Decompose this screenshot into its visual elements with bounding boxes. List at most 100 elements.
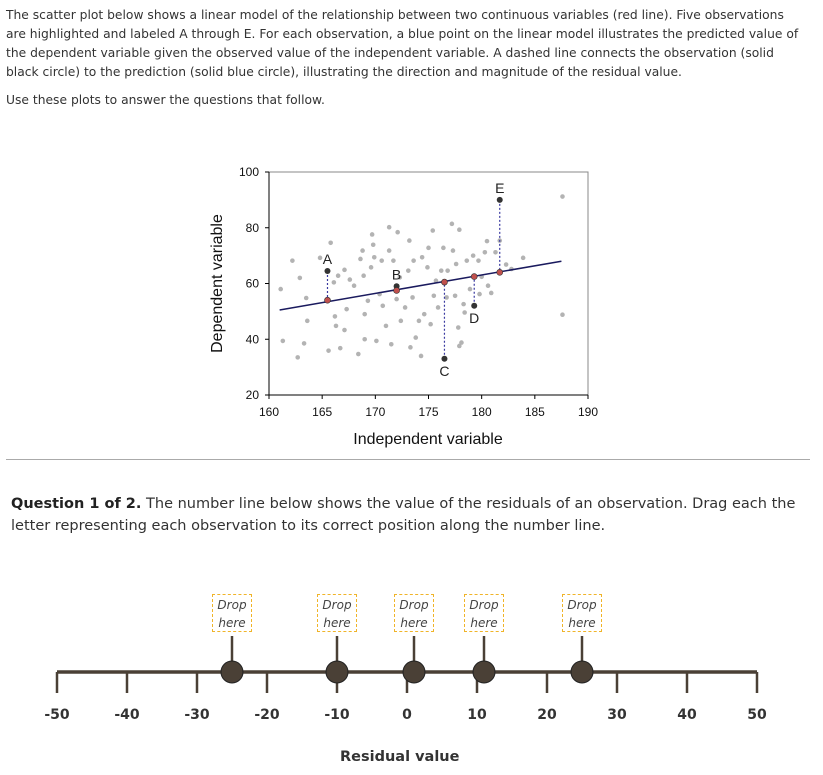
drop-label: here xyxy=(323,616,351,630)
data-point xyxy=(402,305,408,310)
data-point xyxy=(342,327,347,333)
data-point xyxy=(380,303,386,309)
y-tick-label: 40 xyxy=(246,332,260,346)
drop-label: here xyxy=(218,616,246,630)
data-point xyxy=(365,298,371,304)
data-point xyxy=(347,277,353,282)
number-line-tick-label: -10 xyxy=(324,707,350,723)
x-tick-label: 180 xyxy=(472,405,492,419)
data-point xyxy=(394,296,399,302)
drop-label: Drop xyxy=(567,598,597,612)
x-tick-label: 175 xyxy=(418,405,438,419)
y-tick-label: 20 xyxy=(246,388,260,402)
data-point xyxy=(395,229,400,235)
data-point xyxy=(328,240,333,246)
drop-target-4[interactable]: Drop here xyxy=(464,594,504,632)
drop-label: Drop xyxy=(322,598,352,612)
drop-slot-marker xyxy=(402,660,426,684)
data-point xyxy=(413,335,419,340)
data-point xyxy=(419,254,425,260)
intro-paragraph: The scatter plot below shows a linear mo… xyxy=(6,8,799,79)
data-point xyxy=(362,336,368,342)
data-point xyxy=(362,311,368,317)
point-label: B xyxy=(392,266,401,282)
drop-slot-marker xyxy=(220,660,244,684)
data-point xyxy=(455,325,461,330)
instructions: The scatter plot below shows a linear mo… xyxy=(6,6,806,119)
data-point xyxy=(304,318,310,324)
scatter-plot: 20 40 60 80 100 160 165 170 175 180 185 190 Independ… xyxy=(209,165,598,448)
data-point xyxy=(441,245,446,251)
data-point xyxy=(333,323,339,329)
x-tick-label: 165 xyxy=(312,405,332,419)
point-label: C xyxy=(439,363,449,379)
predicted-point xyxy=(441,278,448,286)
drop-label: here xyxy=(568,616,596,630)
drop-target-5[interactable]: Drop here xyxy=(562,594,602,632)
data-point xyxy=(430,228,436,233)
data-point xyxy=(383,323,389,329)
question-number: Question 1 of 2. xyxy=(11,496,142,512)
observed-point xyxy=(471,302,478,309)
data-point xyxy=(326,348,331,353)
data-point xyxy=(356,351,361,357)
data-point xyxy=(280,338,286,344)
data-point xyxy=(421,311,427,317)
y-axis-title: Dependent variable xyxy=(209,214,226,353)
data-point xyxy=(457,227,462,233)
x-axis-title: Independent variable xyxy=(353,431,503,448)
data-point xyxy=(503,262,509,267)
drop-label: Drop xyxy=(217,598,247,612)
question-prompt: Question 1 of 2. The number line below s… xyxy=(11,493,811,537)
data-point xyxy=(426,245,431,251)
data-point xyxy=(461,301,466,307)
predicted-point xyxy=(496,269,504,276)
data-point xyxy=(368,265,374,270)
data-point xyxy=(488,290,494,296)
data-point xyxy=(278,286,283,292)
data-point xyxy=(397,275,403,280)
data-point xyxy=(462,310,467,315)
data-point xyxy=(374,338,379,344)
data-point xyxy=(295,355,301,360)
data-point xyxy=(485,283,491,289)
data-point xyxy=(410,295,415,300)
data-point xyxy=(449,221,455,227)
data-point xyxy=(560,194,565,199)
data-point xyxy=(435,305,441,310)
number-line-tick-label: 30 xyxy=(607,707,627,723)
data-point xyxy=(342,267,347,273)
x-tick-label: 160 xyxy=(259,405,279,419)
point-label: D xyxy=(469,310,479,326)
drop-target-2[interactable]: Drop here xyxy=(317,594,357,632)
number-line-tick-label: 10 xyxy=(467,707,487,723)
data-point xyxy=(344,306,349,312)
drop-target-1[interactable]: Drop here xyxy=(212,594,252,632)
drop-label: here xyxy=(470,616,498,630)
data-point xyxy=(297,275,303,281)
question-text: The number line below shows the value of… xyxy=(11,496,796,534)
data-point xyxy=(453,261,459,267)
data-point xyxy=(405,268,411,273)
number-line-tick-label: -20 xyxy=(254,707,280,723)
data-point xyxy=(331,280,337,285)
x-tick-label: 170 xyxy=(365,405,385,419)
data-point xyxy=(351,283,357,289)
drop-label: Drop xyxy=(399,598,429,612)
number-line-title: Residual value xyxy=(340,749,460,765)
data-point xyxy=(386,224,392,230)
data-point xyxy=(416,318,422,324)
point-label: A xyxy=(323,251,333,267)
data-point xyxy=(438,268,444,273)
data-point xyxy=(337,345,343,351)
data-point xyxy=(317,255,323,261)
data-point xyxy=(290,258,295,263)
observed-point xyxy=(496,196,503,203)
data-point xyxy=(428,321,433,327)
y-tick-label: 60 xyxy=(246,277,260,291)
drop-target-3[interactable]: Drop here xyxy=(394,594,434,632)
predicted-point xyxy=(324,296,331,304)
data-point xyxy=(370,242,376,248)
point-label: E xyxy=(495,180,504,196)
